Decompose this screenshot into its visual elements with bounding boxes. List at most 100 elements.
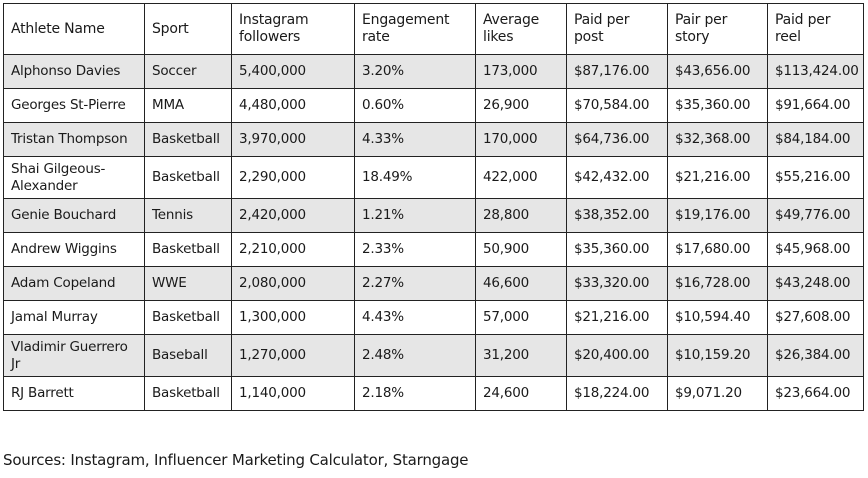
cell-athlete-name: Andrew Wiggins xyxy=(3,232,145,267)
cell-pair-per-story: $19,176.00 xyxy=(667,198,768,233)
cell-paid-per-reel: $55,216.00 xyxy=(767,156,864,199)
cell-paid-per-post: $64,736.00 xyxy=(566,122,668,157)
cell-paid-per-post: $33,320.00 xyxy=(566,266,668,301)
cell-sport: Basketball xyxy=(144,156,232,199)
cell-sport: Soccer xyxy=(144,54,232,89)
cell-pair-per-story: $35,360.00 xyxy=(667,88,768,123)
table-row: Jamal Murray Basketball 1,300,000 4.43% … xyxy=(3,300,864,335)
table-row: Vladimir Guerrero Jr Baseball 1,270,000 … xyxy=(3,334,864,377)
cell-paid-per-reel: $91,664.00 xyxy=(767,88,864,123)
cell-athlete-name: Tristan Thompson xyxy=(3,122,145,157)
cell-pair-per-story: $21,216.00 xyxy=(667,156,768,199)
header-paid-per-post: Paid per post xyxy=(566,3,668,55)
cell-sport: Basketball xyxy=(144,232,232,267)
table-row: Adam Copeland WWE 2,080,000 2.27% 46,600… xyxy=(3,266,864,301)
header-row: Athlete Name Sport Instagram followers E… xyxy=(3,3,864,55)
cell-paid-per-post: $87,176.00 xyxy=(566,54,668,89)
table-header: Athlete Name Sport Instagram followers E… xyxy=(3,3,864,55)
cell-engagement-rate: 1.21% xyxy=(354,198,476,233)
cell-paid-per-reel: $45,968.00 xyxy=(767,232,864,267)
cell-engagement-rate: 3.20% xyxy=(354,54,476,89)
cell-average-likes: 26,900 xyxy=(475,88,567,123)
cell-instagram-followers: 1,140,000 xyxy=(231,376,355,411)
cell-sport: Tennis xyxy=(144,198,232,233)
cell-athlete-name: Georges St-Pierre xyxy=(3,88,145,123)
cell-sport: WWE xyxy=(144,266,232,301)
table-row: Genie Bouchard Tennis 2,420,000 1.21% 28… xyxy=(3,198,864,233)
cell-average-likes: 46,600 xyxy=(475,266,567,301)
table-body: Alphonso Davies Soccer 5,400,000 3.20% 1… xyxy=(3,54,864,411)
cell-pair-per-story: $10,159.20 xyxy=(667,334,768,377)
cell-paid-per-post: $20,400.00 xyxy=(566,334,668,377)
cell-sport: Basketball xyxy=(144,300,232,335)
cell-average-likes: 422,000 xyxy=(475,156,567,199)
cell-athlete-name: Shai Gilgeous-Alexander xyxy=(3,156,145,199)
table-row: Shai Gilgeous-Alexander Basketball 2,290… xyxy=(3,156,864,199)
cell-average-likes: 24,600 xyxy=(475,376,567,411)
cell-sport: Baseball xyxy=(144,334,232,377)
cell-sport: MMA xyxy=(144,88,232,123)
cell-instagram-followers: 3,970,000 xyxy=(231,122,355,157)
cell-pair-per-story: $10,594.40 xyxy=(667,300,768,335)
cell-paid-per-reel: $43,248.00 xyxy=(767,266,864,301)
cell-athlete-name: Adam Copeland xyxy=(3,266,145,301)
athlete-earnings-table: Athlete Name Sport Instagram followers E… xyxy=(3,3,864,411)
cell-athlete-name: RJ Barrett xyxy=(3,376,145,411)
cell-pair-per-story: $16,728.00 xyxy=(667,266,768,301)
cell-athlete-name: Vladimir Guerrero Jr xyxy=(3,334,145,377)
cell-instagram-followers: 1,300,000 xyxy=(231,300,355,335)
cell-engagement-rate: 2.18% xyxy=(354,376,476,411)
cell-average-likes: 170,000 xyxy=(475,122,567,157)
table-row: RJ Barrett Basketball 1,140,000 2.18% 24… xyxy=(3,376,864,411)
cell-instagram-followers: 2,210,000 xyxy=(231,232,355,267)
header-average-likes: Average likes xyxy=(475,3,567,55)
cell-average-likes: 50,900 xyxy=(475,232,567,267)
cell-instagram-followers: 5,400,000 xyxy=(231,54,355,89)
cell-engagement-rate: 4.33% xyxy=(354,122,476,157)
cell-paid-per-post: $38,352.00 xyxy=(566,198,668,233)
table-row: Tristan Thompson Basketball 3,970,000 4.… xyxy=(3,122,864,157)
cell-average-likes: 173,000 xyxy=(475,54,567,89)
cell-sport: Basketball xyxy=(144,376,232,411)
table-row: Georges St-Pierre MMA 4,480,000 0.60% 26… xyxy=(3,88,864,123)
cell-athlete-name: Alphonso Davies xyxy=(3,54,145,89)
cell-pair-per-story: $9,071.20 xyxy=(667,376,768,411)
cell-paid-per-post: $18,224.00 xyxy=(566,376,668,411)
cell-engagement-rate: 4.43% xyxy=(354,300,476,335)
header-paid-per-reel: Paid per reel xyxy=(767,3,864,55)
cell-engagement-rate: 2.33% xyxy=(354,232,476,267)
cell-pair-per-story: $43,656.00 xyxy=(667,54,768,89)
table-row: Andrew Wiggins Basketball 2,210,000 2.33… xyxy=(3,232,864,267)
cell-paid-per-post: $21,216.00 xyxy=(566,300,668,335)
cell-average-likes: 31,200 xyxy=(475,334,567,377)
cell-instagram-followers: 2,420,000 xyxy=(231,198,355,233)
cell-paid-per-post: $70,584.00 xyxy=(566,88,668,123)
header-athlete-name: Athlete Name xyxy=(3,3,145,55)
cell-paid-per-reel: $23,664.00 xyxy=(767,376,864,411)
header-engagement-rate: Engagement rate xyxy=(354,3,476,55)
cell-paid-per-post: $42,432.00 xyxy=(566,156,668,199)
cell-pair-per-story: $17,680.00 xyxy=(667,232,768,267)
cell-engagement-rate: 2.27% xyxy=(354,266,476,301)
cell-instagram-followers: 4,480,000 xyxy=(231,88,355,123)
cell-paid-per-reel: $26,384.00 xyxy=(767,334,864,377)
header-instagram-followers: Instagram followers xyxy=(231,3,355,55)
cell-athlete-name: Jamal Murray xyxy=(3,300,145,335)
cell-engagement-rate: 18.49% xyxy=(354,156,476,199)
cell-paid-per-reel: $27,608.00 xyxy=(767,300,864,335)
cell-engagement-rate: 0.60% xyxy=(354,88,476,123)
cell-paid-per-reel: $84,184.00 xyxy=(767,122,864,157)
cell-athlete-name: Genie Bouchard xyxy=(3,198,145,233)
cell-engagement-rate: 2.48% xyxy=(354,334,476,377)
cell-instagram-followers: 2,290,000 xyxy=(231,156,355,199)
cell-average-likes: 57,000 xyxy=(475,300,567,335)
table-row: Alphonso Davies Soccer 5,400,000 3.20% 1… xyxy=(3,54,864,89)
cell-sport: Basketball xyxy=(144,122,232,157)
cell-average-likes: 28,800 xyxy=(475,198,567,233)
cell-paid-per-reel: $113,424.00 xyxy=(767,54,864,89)
cell-instagram-followers: 2,080,000 xyxy=(231,266,355,301)
sources-caption: Sources: Instagram, Influencer Marketing… xyxy=(3,451,469,469)
cell-paid-per-reel: $49,776.00 xyxy=(767,198,864,233)
cell-pair-per-story: $32,368.00 xyxy=(667,122,768,157)
cell-paid-per-post: $35,360.00 xyxy=(566,232,668,267)
